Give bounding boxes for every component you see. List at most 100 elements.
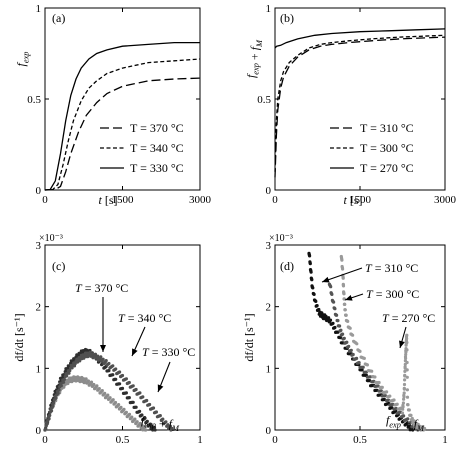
data-point: [120, 373, 125, 378]
data-point: [164, 420, 168, 424]
annotation-label: T = 340 °C: [118, 311, 171, 325]
data-point: [361, 365, 365, 369]
data-point: [405, 333, 409, 337]
data-point: [122, 407, 126, 411]
data-point: [117, 403, 121, 407]
data-point: [47, 417, 51, 421]
data-point: [124, 410, 128, 414]
x-tick-label: 3000: [189, 194, 212, 206]
data-point: [84, 377, 88, 381]
y-axis-label: df/dt [s⁻¹]: [12, 313, 26, 361]
annotation-arrow-head: [100, 345, 106, 352]
data-point: [111, 398, 115, 402]
x-tick-label: 0: [272, 194, 278, 206]
data-point: [405, 337, 409, 341]
data-point: [327, 316, 331, 320]
data-point: [150, 424, 154, 428]
data-point: [405, 375, 409, 379]
data-point: [168, 424, 172, 428]
panel-label: (a): [52, 11, 65, 25]
data-point: [310, 278, 314, 282]
panel-3: [274, 244, 446, 432]
panel-label: (d): [280, 259, 294, 273]
y-tick-label: 0: [36, 425, 42, 437]
data-point: [406, 403, 410, 407]
data-point: [405, 368, 409, 372]
data-point: [114, 367, 118, 371]
data-point: [373, 375, 377, 379]
data-point: [143, 425, 147, 429]
data-point: [52, 401, 56, 405]
data-point: [388, 394, 392, 398]
y-multiplier: ×10⁻³: [39, 233, 63, 244]
data-point: [402, 397, 406, 401]
data-point: [138, 409, 142, 413]
y-multiplier: ×10⁻³: [269, 233, 293, 244]
data-point: [59, 384, 63, 388]
data-point: [68, 369, 72, 373]
x-axis-label: fexp + fM: [141, 413, 180, 433]
data-point: [402, 414, 406, 418]
data-point: [114, 377, 118, 381]
data-point: [380, 385, 384, 389]
plot-frame: [44, 244, 201, 431]
data-point: [357, 361, 361, 365]
data-point: [96, 354, 100, 358]
data-point: [152, 425, 157, 429]
data-point: [423, 426, 427, 431]
panel-1: [274, 7, 446, 191]
data-point: [331, 321, 335, 325]
data-point: [401, 401, 405, 405]
data-point: [400, 411, 405, 415]
data-point: [336, 319, 340, 323]
data-point: [133, 417, 137, 421]
data-point: [97, 387, 101, 391]
data-point: [92, 382, 96, 387]
y-tick-label: 2: [266, 302, 272, 314]
data-point: [49, 409, 54, 413]
annotation-label: T = 270 °C: [382, 311, 435, 325]
data-point: [402, 395, 406, 399]
data-point: [342, 336, 346, 340]
data-point: [107, 361, 111, 366]
data-point: [341, 284, 346, 288]
data-point: [348, 326, 352, 330]
data-point: [409, 413, 413, 417]
data-point: [70, 366, 74, 370]
data-point: [141, 395, 145, 399]
data-point: [135, 420, 139, 424]
data-point: [113, 400, 118, 405]
y-tick-label: 1: [36, 363, 42, 375]
data-point: [138, 391, 142, 395]
data-point: [332, 300, 336, 304]
data-point: [351, 352, 355, 357]
annotation-label: T = 330 °C: [142, 345, 195, 359]
data-point: [333, 307, 337, 311]
data-point: [395, 402, 399, 406]
data-point: [335, 313, 339, 317]
data-point: [108, 396, 112, 400]
data-point: [314, 299, 318, 303]
x-tick-label: 1: [442, 434, 448, 446]
data-point: [143, 416, 147, 420]
data-point: [90, 352, 94, 356]
data-point: [51, 404, 55, 408]
data-point: [57, 388, 61, 392]
panel-2: [43, 244, 201, 432]
legend-entry: T = 300 °C: [360, 141, 414, 155]
y-tick-label: 2: [36, 302, 42, 314]
figure-caption: [2, 463, 472, 470]
series-line: [44, 58, 201, 191]
data-point: [145, 398, 149, 403]
data-point: [317, 307, 321, 312]
data-point: [134, 405, 138, 409]
y-tick-label: 0.5: [27, 94, 41, 106]
data-point: [403, 378, 407, 382]
y-tick-label: 0.5: [257, 94, 271, 106]
x-tick-label: 0: [42, 434, 48, 446]
data-point: [131, 384, 135, 388]
data-point: [65, 374, 69, 378]
data-point: [342, 292, 346, 296]
legend-entry: T = 340 °C: [130, 141, 184, 155]
annotation-arrow-head: [399, 340, 405, 348]
